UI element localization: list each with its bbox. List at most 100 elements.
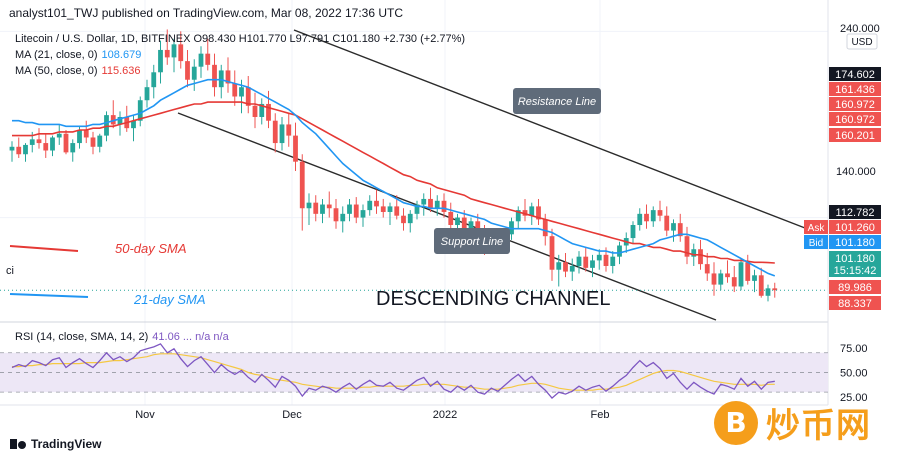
candle-body (77, 130, 82, 144)
resistance-label: Resistance Line (518, 96, 596, 108)
candle-body (671, 223, 676, 231)
watermark: B 炒币网 (714, 398, 871, 447)
rsi-legend-value: 41.06 ... n/a n/a (152, 331, 229, 343)
rsi-line (11, 343, 775, 400)
time-axis: Nov Dec 2022 Feb (135, 409, 609, 421)
price-tag (829, 82, 881, 96)
candle-body (151, 72, 157, 88)
support-callout: Support Line (434, 228, 510, 254)
price-tag-label: 160.972 (835, 114, 875, 126)
resistance-line (293, 29, 806, 229)
candle-body (536, 206, 541, 220)
bitcoin-icon: B (714, 400, 758, 445)
ma21-line (12, 78, 776, 277)
candle-body (387, 206, 393, 212)
left-partial-label: ci (6, 265, 14, 277)
ma50-legend-label: MA (50, close, 0) (15, 65, 98, 77)
ma50-legend[interactable]: MA (50, close, 0) 115.636 (15, 65, 141, 77)
price-tag (829, 280, 881, 294)
candle-body (144, 87, 150, 101)
price-tag (829, 296, 881, 310)
rsi-ma-line (12, 353, 775, 391)
candle-body (360, 210, 366, 218)
channel-title: DESCENDING CHANNEL (376, 288, 610, 310)
candle-body (556, 262, 562, 270)
candle-body (212, 64, 217, 88)
candle-body (617, 245, 622, 257)
price-tick-top: 240.000 (840, 23, 880, 35)
candle-body (117, 116, 123, 125)
candle-body (401, 215, 406, 224)
candle-body (644, 213, 649, 222)
candle-body (428, 198, 433, 209)
rsi-legend[interactable]: RSI (14, close, SMA, 14, 2) 41.06 ... n/a… (15, 331, 229, 343)
candle-body (596, 254, 602, 261)
price-tag-label: 174.602 (835, 69, 875, 81)
rsi-tick-label: 50.00 (840, 367, 868, 379)
symbol-legend[interactable]: Litecoin / U.S. Dollar, 1D, BITFINEX O98… (15, 33, 465, 45)
candle-body (185, 61, 190, 80)
candle-body (16, 146, 22, 155)
candle-body (218, 70, 224, 88)
publish-info: analyst101_TWJ published on TradingView.… (9, 6, 403, 20)
currency-label: USD (851, 37, 872, 48)
support-label: Support Line (441, 236, 503, 248)
price-tag-label: 112.782 (836, 207, 875, 219)
candle-body (232, 83, 238, 97)
sma21-annotation: 21-day SMA (133, 292, 206, 307)
price-tag (829, 67, 881, 81)
candle-body (515, 210, 521, 222)
candle-body (198, 53, 204, 67)
rsi-tick-label: 75.00 (840, 343, 868, 355)
candle-body (164, 49, 170, 58)
price-tag-label: 160.972 (835, 99, 875, 111)
candle-body (110, 115, 116, 125)
candle-body (259, 103, 265, 117)
candle-body (664, 215, 670, 231)
candle-body (725, 273, 730, 278)
candle-body (590, 260, 595, 268)
candle-body (286, 124, 292, 136)
candle-body (522, 210, 528, 216)
candle-body (468, 221, 474, 229)
candle-body (441, 200, 447, 212)
price-tag (829, 128, 881, 142)
time-tick-label: Dec (282, 409, 302, 421)
candle-body (266, 103, 271, 121)
price-tag-label: 88.337 (838, 298, 872, 310)
candle-body (70, 143, 76, 153)
rsi-tick-label: 25.00 (840, 392, 868, 404)
candle-body (225, 70, 231, 84)
rsi-legend-label: RSI (14, close, SMA, 14, 2) (15, 331, 149, 343)
candle-body (380, 206, 386, 212)
candle-body (293, 135, 298, 162)
candle-body (529, 206, 535, 216)
currency-button[interactable] (846, 33, 878, 50)
candle-body (50, 137, 55, 151)
candle-body (83, 130, 89, 138)
bid-value: 101.180 (835, 237, 875, 249)
candle-body (421, 198, 427, 205)
candle-body (63, 133, 69, 153)
tradingview-logo[interactable]: TradingView (10, 437, 101, 451)
price-tag-label: 89.986 (838, 282, 872, 294)
candle-body (583, 256, 589, 268)
time-tick-label: 2022 (433, 409, 457, 421)
ma21-legend[interactable]: MA (21, close, 0) 108.679 (15, 49, 141, 61)
candle-body (731, 277, 737, 287)
ask-tag: Ask 101.260 (804, 220, 881, 234)
ask-value: 101.260 (835, 222, 875, 234)
candle-body (461, 217, 467, 229)
candle-body (239, 87, 244, 97)
candle-body (542, 219, 548, 237)
price-tag (829, 251, 881, 265)
candle-body (171, 44, 177, 58)
candle-body (340, 213, 346, 222)
resistance-callout: Resistance Line (513, 88, 601, 114)
rsi-band (0, 352, 828, 393)
bid-label: Bid (809, 238, 823, 249)
candle-body (306, 202, 312, 209)
candle-body (637, 213, 643, 226)
candle-body (178, 44, 184, 62)
